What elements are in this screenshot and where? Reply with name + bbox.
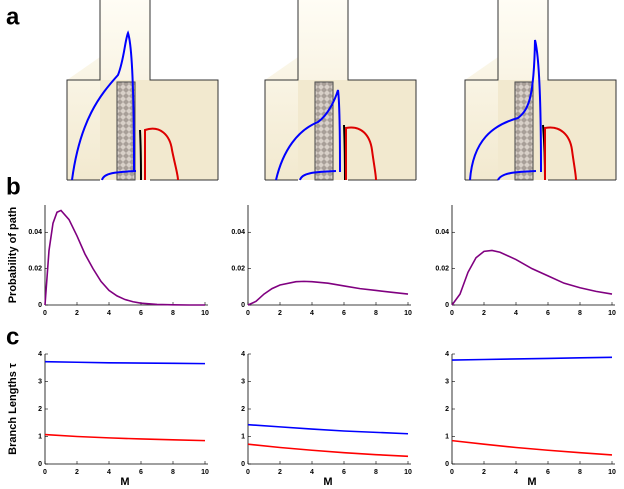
line [451, 356, 613, 361]
diagram [66, 0, 219, 181]
x-tick-label: 2 [278, 469, 282, 476]
x-tick-label: 10 [201, 469, 209, 476]
line [451, 439, 613, 456]
x-tick-label: 8 [374, 310, 378, 317]
x-tick-label: 4 [107, 310, 111, 317]
x-tick-label: 10 [201, 310, 209, 317]
y-tick-label: 4 [38, 351, 42, 358]
x-tick-label: 8 [578, 310, 582, 317]
line [44, 209, 205, 306]
line [247, 443, 409, 458]
x-tick-label: 4 [514, 469, 518, 476]
y-tick-label: 2 [38, 406, 42, 413]
x-tick-label: 2 [482, 310, 486, 317]
y-tick-label: 2 [241, 406, 245, 413]
y-tick-label: 0 [241, 302, 245, 309]
y-tick-label: 0.02 [28, 265, 42, 272]
y-tick-label: 0.02 [231, 265, 245, 272]
panel-label: b [6, 173, 21, 200]
x-tick-label: 10 [608, 469, 616, 476]
line [44, 360, 206, 365]
x-tick-label: 0 [246, 310, 250, 317]
x-tick-label: 0 [450, 310, 454, 317]
panel-label: c [6, 323, 19, 350]
x-tick-label: 6 [342, 310, 346, 317]
y-tick-label: 1 [445, 433, 449, 440]
y-tick-label: 0 [38, 302, 42, 309]
diagram [264, 0, 417, 181]
x-tick-label: 4 [107, 469, 111, 476]
x-tick-label: 2 [482, 469, 486, 476]
x-tick-label: 6 [546, 310, 550, 317]
y-tick-label: 3 [241, 378, 245, 385]
y-tick-label: 0 [445, 302, 449, 309]
diagram [464, 0, 617, 181]
x-tick-label: 8 [171, 469, 175, 476]
x-axis-label: M [527, 476, 536, 488]
x-tick-label: 4 [310, 469, 314, 476]
x-tick-label: 6 [546, 469, 550, 476]
x-tick-label: 8 [171, 310, 175, 317]
panel-label: a [6, 3, 20, 30]
x-tick-label: 0 [43, 469, 47, 476]
y-tick-label: 3 [38, 378, 42, 385]
x-axis-label: M [323, 476, 332, 488]
x-axis-label: M [120, 476, 129, 488]
y-tick-label: 0 [241, 461, 245, 468]
y-tick-label: 1 [241, 433, 245, 440]
x-tick-label: 6 [342, 469, 346, 476]
y-tick-label: 0.04 [435, 229, 449, 236]
line [247, 423, 409, 435]
y-tick-label: 4 [445, 351, 449, 358]
x-tick-label: 6 [139, 469, 143, 476]
x-tick-label: 0 [43, 310, 47, 317]
y-tick-label: 0.02 [435, 265, 449, 272]
x-tick-label: 10 [608, 310, 616, 317]
x-tick-label: 8 [578, 469, 582, 476]
x-tick-label: 0 [246, 469, 250, 476]
line [451, 249, 613, 306]
x-tick-label: 10 [404, 310, 412, 317]
y-tick-label: 4 [241, 351, 245, 358]
y-axis-label: Probability of path [7, 206, 19, 303]
y-tick-label: 0 [38, 461, 42, 468]
x-tick-label: 0 [450, 469, 454, 476]
x-tick-label: 2 [75, 469, 79, 476]
x-tick-label: 10 [404, 469, 412, 476]
y-tick-label: 0.04 [28, 229, 42, 236]
y-tick-label: 0 [445, 461, 449, 468]
x-tick-label: 2 [278, 310, 282, 317]
y-tick-label: 2 [445, 406, 449, 413]
x-tick-label: 6 [139, 310, 143, 317]
y-axis-label: Branch Lengths τ [7, 363, 19, 455]
x-tick-label: 2 [75, 310, 79, 317]
x-tick-label: 4 [310, 310, 314, 317]
y-tick-label: 0.04 [231, 229, 245, 236]
line [247, 280, 409, 306]
x-tick-label: 4 [514, 310, 518, 317]
y-tick-label: 3 [445, 378, 449, 385]
y-tick-label: 1 [38, 433, 42, 440]
x-tick-label: 8 [374, 469, 378, 476]
line [44, 433, 206, 442]
